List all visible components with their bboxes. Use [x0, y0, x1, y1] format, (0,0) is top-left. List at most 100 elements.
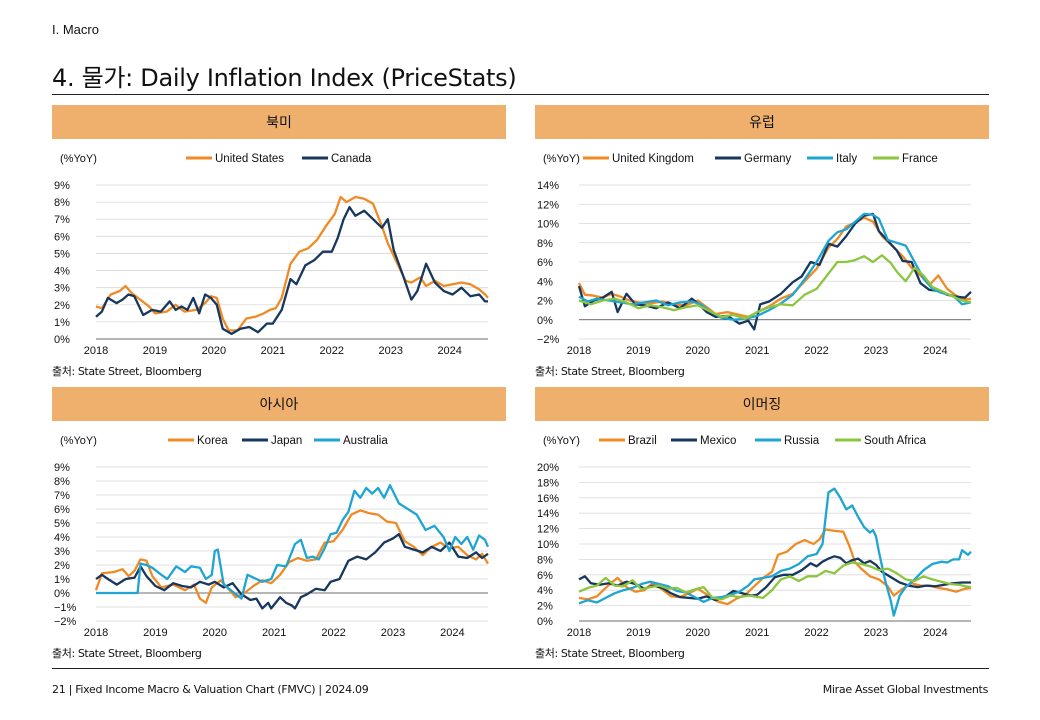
- series-line: [578, 528, 972, 606]
- y-tick-label: 14%: [537, 508, 559, 520]
- y-tick-label: 8%: [54, 197, 70, 209]
- panel-header: 유럽: [535, 105, 989, 139]
- legend-label: Japan: [271, 435, 302, 447]
- x-tick-label: 2024: [923, 345, 947, 357]
- x-tick-label: 2019: [143, 345, 167, 357]
- x-tick-label: 2023: [864, 627, 888, 639]
- y-tick-label: 2%: [537, 601, 553, 613]
- chart-source: 출처: State Street, Bloomberg: [52, 365, 202, 378]
- y-tick-label: 5%: [54, 518, 70, 530]
- legend-label: Korea: [197, 435, 228, 447]
- y-tick-label: 7%: [54, 490, 70, 502]
- y-tick-label: 10%: [537, 539, 559, 551]
- series-line: [578, 487, 972, 617]
- footer-divider: [52, 668, 989, 669]
- y-tick-label: −1%: [54, 602, 77, 614]
- chart-source: 출처: State Street, Bloomberg: [535, 365, 685, 378]
- panel-header: 북미: [52, 105, 506, 139]
- chart-panel-europe: 유럽 (%YoY) United Kingdom Germany Italy Franc…: [535, 105, 989, 380]
- y-tick-label: 8%: [54, 476, 70, 488]
- y-tick-label: 14%: [537, 180, 559, 192]
- y-tick-label: 9%: [54, 462, 70, 474]
- x-tick-label: 2024: [923, 627, 947, 639]
- series-line: [95, 195, 489, 332]
- legend-label: Canada: [331, 153, 372, 165]
- x-tick-label: 2019: [626, 345, 650, 357]
- series-line: [578, 254, 972, 320]
- y-tick-label: 0%: [54, 588, 70, 600]
- y-tick-label: 8%: [537, 554, 553, 566]
- x-tick-label: 2021: [745, 627, 769, 639]
- y-tick-label: 6%: [54, 504, 70, 516]
- x-tick-label: 2019: [626, 627, 650, 639]
- unit-label: (%YoY): [60, 153, 97, 165]
- y-tick-label: 3%: [54, 546, 70, 558]
- chart-svg: (%YoY) United States Canada 0% 1% 2% 3% 4% 5% 6% 7…: [54, 153, 489, 357]
- legend-label: United States: [215, 153, 284, 165]
- unit-label: (%YoY): [60, 435, 97, 447]
- x-tick-label: 2022: [321, 627, 345, 639]
- x-tick-label: 2021: [745, 345, 769, 357]
- y-tick-label: 1%: [54, 574, 70, 586]
- y-tick-label: 9%: [54, 180, 70, 192]
- chart-svg: (%YoY) Korea Japan Australia −2% −1% 0% 1% 2% 3% 4…: [54, 435, 490, 639]
- series-line: [577, 216, 972, 319]
- series-line: [578, 561, 972, 601]
- x-tick-label: 2018: [567, 345, 591, 357]
- y-tick-label: 4%: [54, 532, 70, 544]
- x-tick-label: 2024: [440, 627, 464, 639]
- y-tick-label: 6%: [537, 570, 553, 582]
- y-tick-label: 20%: [537, 462, 559, 474]
- chart-source: 출처: State Street, Bloomberg: [52, 647, 202, 660]
- y-tick-label: 8%: [537, 238, 553, 250]
- legend-label: Australia: [343, 435, 388, 447]
- series-line: [96, 484, 490, 600]
- y-tick-label: 12%: [537, 524, 559, 536]
- series-line: [95, 206, 488, 336]
- title-divider: [52, 94, 989, 95]
- y-tick-label: 4%: [54, 266, 70, 278]
- x-tick-label: 2020: [203, 627, 227, 639]
- legend-label: Italy: [836, 153, 857, 165]
- y-tick-label: 2%: [54, 300, 70, 312]
- y-tick-label: 2%: [537, 296, 553, 308]
- y-tick-label: 10%: [537, 219, 559, 231]
- y-tick-label: 12%: [537, 199, 559, 211]
- y-tick-label: 16%: [537, 493, 559, 505]
- y-tick-label: 7%: [54, 214, 70, 226]
- chart-panel-emerging: 이머징 (%YoY) Brazil Mexico Russia South Africa…: [535, 387, 989, 662]
- y-tick-label: 4%: [537, 276, 553, 288]
- y-tick-label: 2%: [54, 560, 70, 572]
- x-tick-label: 2022: [320, 345, 344, 357]
- y-tick-label: 0%: [537, 616, 553, 628]
- x-tick-label: 2018: [567, 627, 591, 639]
- x-tick-label: 2021: [261, 345, 285, 357]
- page-title: 4. 물가: Daily Inflation Index (PriceStats…: [52, 64, 517, 92]
- x-tick-label: 2023: [378, 345, 402, 357]
- y-tick-label: 4%: [537, 585, 553, 597]
- y-tick-label: 0%: [537, 315, 553, 327]
- x-tick-label: 2019: [143, 627, 167, 639]
- series-line: [578, 212, 972, 321]
- y-tick-label: 6%: [54, 231, 70, 243]
- series-line: [95, 533, 489, 610]
- legend-label: Germany: [744, 153, 792, 165]
- x-tick-label: 2022: [804, 627, 828, 639]
- footer-text: 21 | Fixed Income Macro & Valuation Char…: [52, 683, 369, 696]
- x-tick-label: 2024: [437, 345, 461, 357]
- series-line: [577, 212, 972, 331]
- y-tick-label: 18%: [537, 477, 559, 489]
- legend-label: South Africa: [864, 435, 927, 447]
- x-tick-label: 2018: [84, 627, 108, 639]
- series-line: [94, 509, 489, 604]
- section-label: I. Macro: [52, 22, 99, 37]
- panel-header: 이머징: [535, 387, 989, 421]
- y-tick-label: 3%: [54, 283, 70, 295]
- chart-source: 출처: State Street, Bloomberg: [535, 647, 685, 660]
- x-tick-label: 2023: [381, 627, 405, 639]
- footer-brand: Mirae Asset Global Investments: [822, 683, 989, 696]
- y-tick-label: 5%: [54, 248, 70, 260]
- legend-label: United Kingdom: [612, 153, 694, 165]
- y-tick-label: 0%: [54, 334, 70, 346]
- x-tick-label: 2020: [202, 345, 226, 357]
